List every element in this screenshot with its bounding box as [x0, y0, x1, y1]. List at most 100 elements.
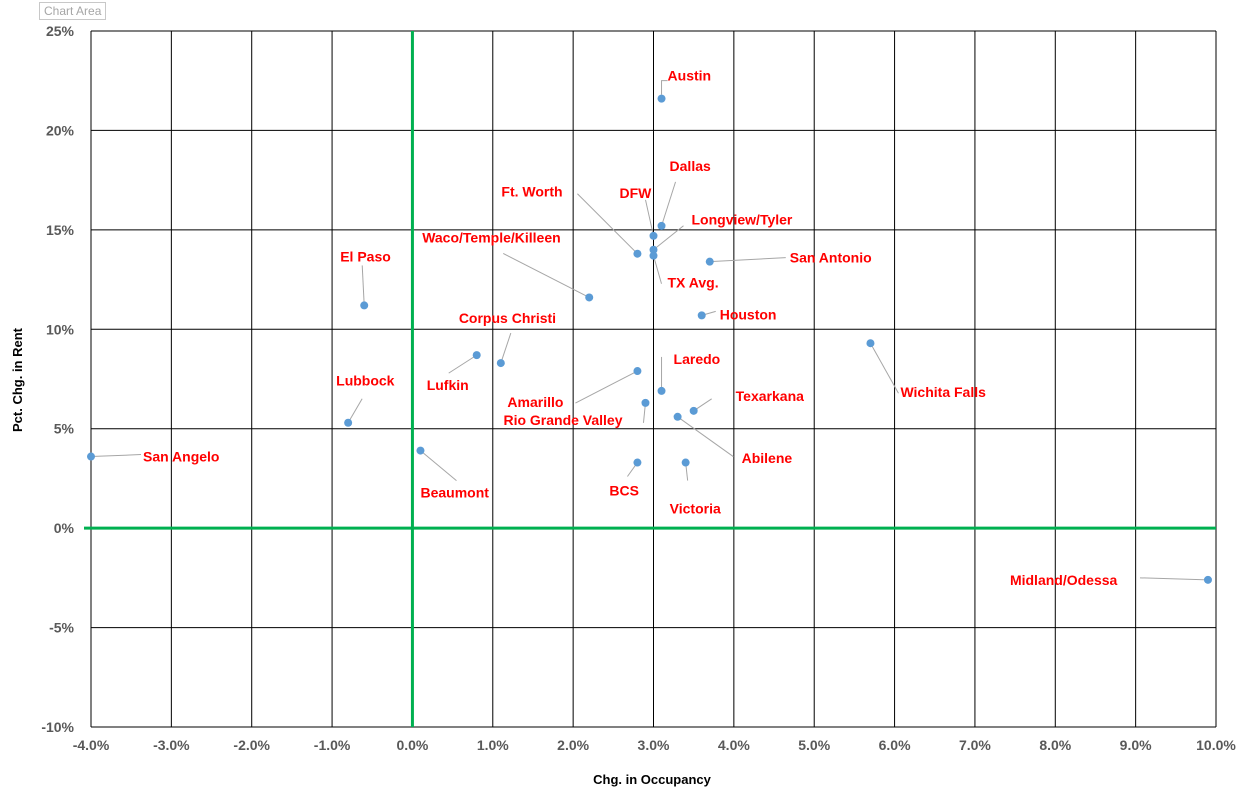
data-label-midland-odessa: Midland/Odessa [1010, 572, 1118, 588]
data-points [87, 94, 1212, 584]
y-tick-label: 5% [54, 421, 75, 437]
data-label-houston: Houston [720, 306, 777, 322]
data-point-beaumont [416, 446, 425, 455]
x-tick-label: 10.0% [1196, 737, 1236, 753]
leader-line-san-antonio [709, 257, 786, 263]
x-axis-title: Chg. in Occupancy [593, 772, 712, 787]
data-point-tx-avg [649, 251, 658, 260]
data-label-dallas: Dallas [670, 158, 711, 174]
x-tick-label: -1.0% [314, 737, 351, 753]
data-label-amarillo: Amarillo [507, 394, 563, 410]
leader-line-dallas [661, 181, 677, 227]
leader-line-longview-tyler [653, 225, 684, 251]
data-point-amarillo [633, 367, 642, 376]
leader-line-midland-odessa [1139, 577, 1208, 581]
x-tick-label: -2.0% [233, 737, 270, 753]
data-point-rio-grande-valley [641, 398, 650, 407]
data-label-austin: Austin [668, 68, 712, 84]
data-point-lufkin [472, 351, 481, 360]
y-tick-label: -10% [41, 719, 74, 735]
leader-line-dfw [645, 199, 654, 236]
x-tick-label: 8.0% [1039, 737, 1071, 753]
y-tick-label: 0% [54, 520, 75, 536]
data-point-midland-odessa [1203, 575, 1212, 584]
x-tick-label: -3.0% [153, 737, 190, 753]
data-point-dallas [657, 221, 666, 230]
x-tick-label: 2.0% [557, 737, 589, 753]
y-tick-label: 10% [46, 321, 75, 337]
leader-line-wichita-falls [870, 342, 899, 394]
data-point-texarkana [689, 406, 698, 415]
data-label-ft-worth: Ft. Worth [501, 184, 562, 200]
x-tick-label: -4.0% [73, 737, 110, 753]
data-point-waco-temple-killeen [585, 293, 594, 302]
x-tick-label: 4.0% [718, 737, 750, 753]
y-tick-label: 25% [46, 23, 75, 39]
data-label-rio-grande-valley: Rio Grande Valley [503, 412, 622, 428]
gridlines [90, 30, 1217, 728]
leader-line-waco-temple-killeen [502, 253, 590, 298]
leader-line-el-paso [361, 265, 365, 306]
leader-line-amarillo [575, 370, 638, 404]
zero-lines [84, 31, 1216, 727]
x-tick-label: 7.0% [959, 737, 991, 753]
data-point-el-paso [360, 301, 369, 310]
leader-line-lubbock [347, 398, 363, 424]
x-tick-label: 9.0% [1120, 737, 1152, 753]
data-point-laredo [657, 386, 666, 395]
data-point-abilene [673, 412, 682, 421]
data-point-ft-worth [633, 249, 642, 258]
data-point-san-antonio [705, 257, 714, 266]
data-point-victoria [681, 458, 690, 467]
data-label-lubbock: Lubbock [336, 373, 395, 389]
leader-line-corpus-christi [500, 332, 512, 364]
data-point-dfw [649, 231, 658, 240]
x-axis-ticks: -4.0% -3.0% -2.0% -1.0% 0.0% 1.0% 2.0% 3.0% 4.0%… [73, 737, 1237, 753]
data-point-houston [697, 311, 706, 320]
data-point-lubbock [344, 418, 353, 427]
y-axis-title: Pct. Chg. in Rent [10, 327, 25, 432]
leader-lines [90, 80, 1208, 581]
y-axis-ticks: 25% 20% 15% 10% 5% 0% -5% -10% [41, 23, 74, 735]
data-label-longview-tyler: Longview/Tyler [692, 212, 793, 228]
y-tick-label: 15% [46, 222, 75, 238]
data-label-dfw: DFW [620, 185, 653, 201]
data-label-victoria: Victoria [670, 501, 721, 517]
data-label-abilene: Abilene [742, 450, 793, 466]
leader-line-beaumont [420, 450, 457, 481]
data-label-waco-temple-killeen: Waco/Temple/Killeen [422, 229, 560, 245]
leader-line-san-angelo [90, 454, 142, 458]
leader-line-lufkin [448, 354, 477, 374]
data-label-beaumont: Beaumont [420, 485, 489, 501]
data-label-texarkana: Texarkana [736, 388, 804, 404]
x-tick-label: 6.0% [879, 737, 911, 753]
y-tick-label: -5% [49, 620, 74, 636]
x-tick-label: 0.0% [396, 737, 428, 753]
data-label-corpus-christi: Corpus Christi [459, 310, 556, 326]
leader-line-austin [661, 80, 668, 95]
data-label-san-angelo: San Angelo [143, 449, 220, 465]
data-label-lufkin: Lufkin [427, 377, 469, 393]
data-point-austin [657, 94, 666, 103]
data-point-longview-tyler [649, 245, 658, 254]
data-label-laredo: Laredo [674, 351, 721, 367]
data-label-el-paso: El Paso [340, 248, 391, 264]
leader-line-ft-worth [577, 193, 638, 255]
leader-line-abilene [677, 416, 734, 458]
data-label-bcs: BCS [609, 483, 639, 499]
data-label-san-antonio: San Antonio [790, 250, 872, 266]
x-tick-label: 3.0% [638, 737, 670, 753]
data-labels: Austin Dallas DFW Longview/Tyler Ft. Worth TX… [143, 68, 1118, 588]
data-point-san-angelo [87, 452, 95, 461]
data-label-wichita-falls: Wichita Falls [900, 384, 986, 400]
data-point-bcs [633, 458, 642, 467]
x-tick-label: 1.0% [477, 737, 509, 753]
data-point-corpus-christi [496, 359, 505, 368]
leader-line-tx-avg [653, 255, 662, 284]
y-tick-label: 20% [46, 122, 75, 138]
chart-area-tag: Chart Area [39, 2, 107, 20]
x-tick-label: 5.0% [798, 737, 830, 753]
data-point-wichita-falls [866, 339, 875, 348]
data-label-tx-avg: TX Avg. [668, 275, 719, 291]
